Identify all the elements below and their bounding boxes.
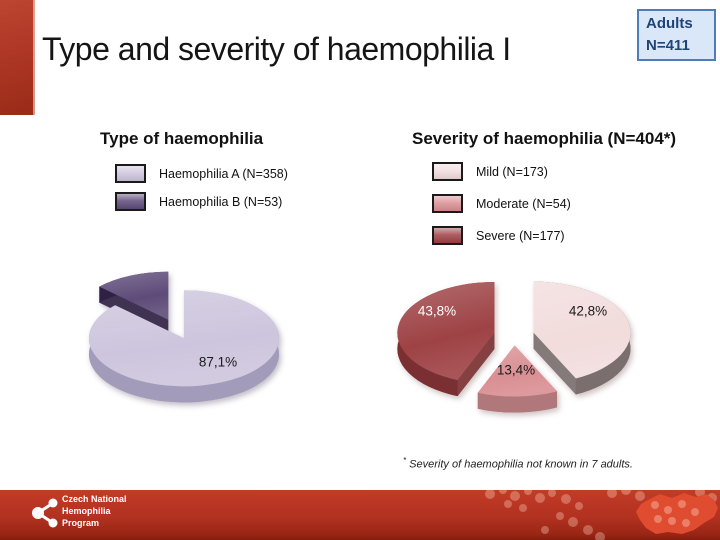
footer-decor-pattern xyxy=(485,490,718,540)
legend-item-severe: Severe (N=177) xyxy=(432,226,565,245)
page-title: Type and severity of haemophilia I xyxy=(42,31,511,67)
legend-label-moderate: Moderate (N=54) xyxy=(476,196,571,211)
molecule-logo-icon xyxy=(32,498,58,528)
legend-label-haemophilia-a: Haemophilia A (N=358) xyxy=(159,166,288,181)
chart-title-type: Type of haemophilia xyxy=(100,129,264,148)
footnote-symbol: * xyxy=(403,456,407,465)
pie-chart-severity-of-haemophilia xyxy=(397,281,631,413)
legend-swatch-mild xyxy=(432,162,463,181)
badge-line-2: N=411 xyxy=(646,36,690,54)
footnote: * Severity of haemophilia not known in 7… xyxy=(403,456,633,471)
pie-chart-type-of-haemophilia xyxy=(88,271,279,403)
legend-swatch-haemophilia-a xyxy=(115,164,146,183)
pie-label-mild: 42,8% xyxy=(568,303,608,319)
footer-bar: Czech National Hemophilia Program xyxy=(0,490,720,540)
pie-label-haemophilia-a: 87,1% xyxy=(198,354,238,370)
badge-line-1: Adults xyxy=(646,15,693,32)
pie-label-moderate: 13,4% xyxy=(496,362,536,378)
pie-label-severe: 43,8% xyxy=(417,303,457,319)
legend-item-moderate: Moderate (N=54) xyxy=(432,194,571,213)
legend-item-mild: Mild (N=173) xyxy=(432,162,548,181)
legend-item-haemophilia-b: Haemophilia B (N=53) xyxy=(115,192,282,211)
legend-label-mild: Mild (N=173) xyxy=(476,164,548,179)
legend-label-severe: Severe (N=177) xyxy=(476,228,565,243)
legend-swatch-moderate xyxy=(432,194,463,213)
czech-map-silhouette xyxy=(636,493,718,534)
org-line-2: Hemophilia xyxy=(62,506,111,516)
footnote-text: Severity of haemophilia not known in 7 a… xyxy=(406,458,633,471)
org-name: Czech National Hemophilia Program xyxy=(62,493,127,529)
legend-swatch-severe xyxy=(432,226,463,245)
org-line-3: Program xyxy=(62,518,100,528)
org-line-1: Czech National xyxy=(62,494,127,504)
accent-bar xyxy=(0,0,35,115)
legend-swatch-haemophilia-b xyxy=(115,192,146,211)
population-badge: Adults N=411 xyxy=(637,9,716,61)
legend-label-haemophilia-b: Haemophilia B (N=53) xyxy=(159,194,283,209)
legend-item-haemophilia-a: Haemophilia A (N=358) xyxy=(115,164,288,183)
chart-title-severity: Severity of haemophilia (N=404*) xyxy=(412,129,677,148)
